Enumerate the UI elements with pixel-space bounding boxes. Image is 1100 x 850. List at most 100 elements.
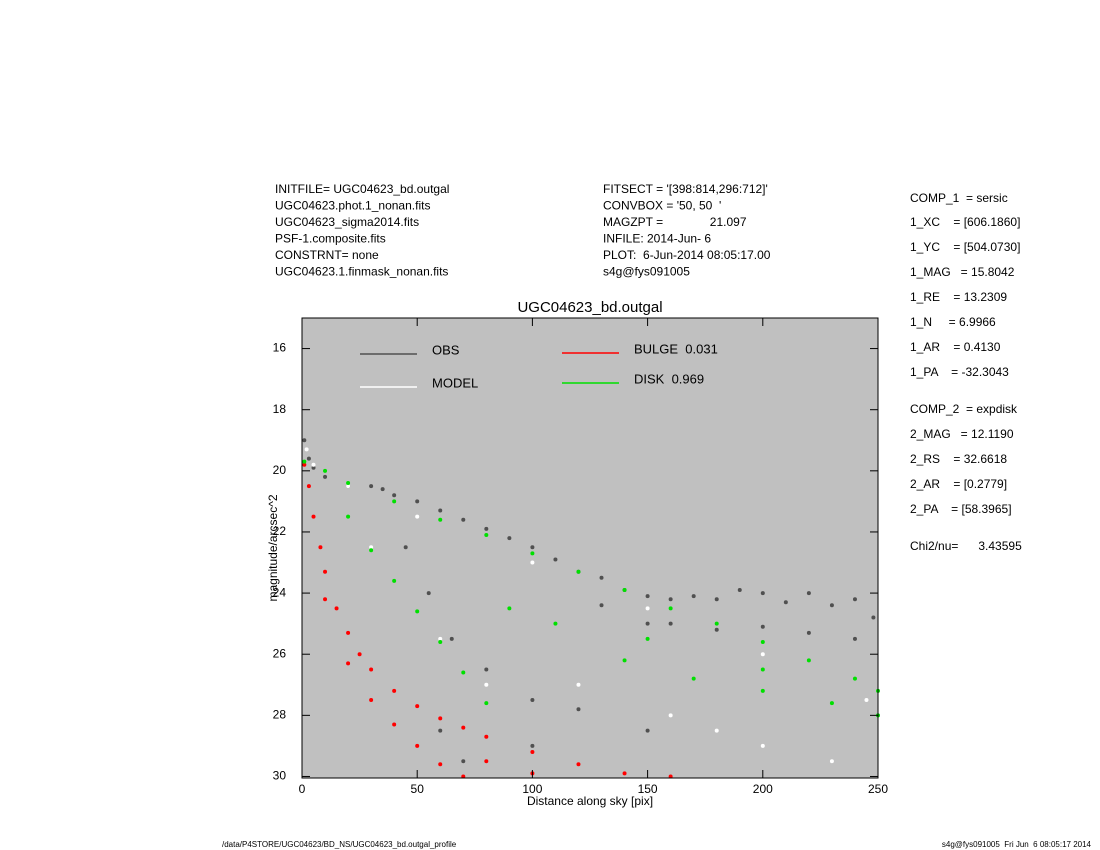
data-point [311,462,316,467]
fit-parameter: 1_AR = 0.4130 [910,340,1001,354]
header-middle-line: MAGZPT = 21.097 [603,215,747,229]
footer-path: /data/P4STORE/UGC04623/BD_NS/UGC04623_bd… [222,840,457,849]
data-point [302,438,307,443]
x-tick-label: 200 [753,782,773,796]
data-point [530,545,535,550]
data-point [714,627,719,632]
data-point [599,575,604,580]
data-point [392,722,397,727]
data-point [645,621,650,626]
data-point [334,606,339,611]
y-tick-label: 22 [273,524,287,538]
data-point [484,682,489,687]
data-point [484,759,489,764]
fit-parameter: 1_PA = -32.3043 [910,365,1009,379]
data-point [369,667,374,672]
fit-parameter: 2_AR = [0.2779] [910,477,1007,491]
data-point [829,759,834,764]
data-point [461,774,466,779]
data-point [323,474,328,479]
fit-parameter: 2_PA = [58.3965] [910,502,1012,516]
fit-parameter: 2_RS = 32.6618 [910,452,1007,466]
legend-label: OBS [432,342,460,357]
data-point [737,588,742,593]
data-point [438,636,443,641]
data-point [864,698,869,703]
data-point [304,447,309,452]
data-point [369,698,374,703]
data-point [438,762,443,767]
data-point [760,743,765,748]
data-point [403,545,408,550]
data-point [484,533,489,538]
footer-stamp: s4g@fys091005 Fri Jun 6 08:05:17 2014 [942,840,1092,849]
data-point [461,670,466,675]
data-point [806,591,811,596]
fit-parameter: 1_N = 6.9966 [910,315,996,329]
data-point [380,487,385,492]
data-point [484,734,489,739]
data-point [645,728,650,733]
data-point [691,676,696,681]
header-left-line: INITFILE= UGC04623_bd.outgal [275,182,449,196]
data-point [668,621,673,626]
data-point [484,701,489,706]
x-tick-label: 250 [868,782,888,796]
legend-label: MODEL [432,375,478,390]
y-tick-label: 20 [273,463,287,477]
data-point [392,493,397,498]
data-point [302,462,307,467]
data-point [622,588,627,593]
data-point [346,484,351,489]
data-point [369,548,374,553]
data-point [438,508,443,513]
x-axis-label: Distance along sky [pix] [527,794,653,808]
plot-area [302,318,878,778]
y-tick-label: 28 [273,708,287,722]
data-point [449,636,454,641]
x-tick-label: 50 [411,782,425,796]
data-point [311,465,316,470]
header-left-line: UGC04623_sigma2014.fits [275,215,419,229]
data-point [871,615,876,620]
legend-label: DISK 0.969 [634,371,704,386]
data-point [484,526,489,531]
data-point [438,639,443,644]
data-point [760,624,765,629]
data-point [323,597,328,602]
data-point [507,536,512,541]
data-point [415,514,420,519]
data-point [553,621,558,626]
header-left-line: UGC04623.phot.1_nonan.fits [275,199,430,213]
data-point [302,459,307,464]
data-point [714,728,719,733]
data-point [346,481,351,486]
data-point [438,716,443,721]
points [302,438,880,779]
data-point [415,704,420,709]
data-point [691,594,696,599]
data-point [306,484,311,489]
header-left-line: PSF-1.composite.fits [275,232,386,246]
data-point [438,517,443,522]
data-point [530,560,535,565]
fit-parameter: 1_MAG = 15.8042 [910,265,1015,279]
header-middle-line: CONVBOX = '50, 50 ' [603,199,721,213]
data-point [369,484,374,489]
data-point [760,639,765,644]
data-point [311,514,316,519]
data-point [645,636,650,641]
data-point [714,621,719,626]
data-point [852,597,857,602]
data-point [415,499,420,504]
x-tick-label: 150 [638,782,658,796]
fit-parameter: COMP_2 = expdisk [910,402,1018,416]
data-point [714,597,719,602]
data-point [760,667,765,672]
data-point [392,688,397,693]
data-point [369,545,374,550]
y-axis-label: magnitude/arcsec^2 [266,494,280,601]
data-point [357,652,362,657]
data-point [760,591,765,596]
